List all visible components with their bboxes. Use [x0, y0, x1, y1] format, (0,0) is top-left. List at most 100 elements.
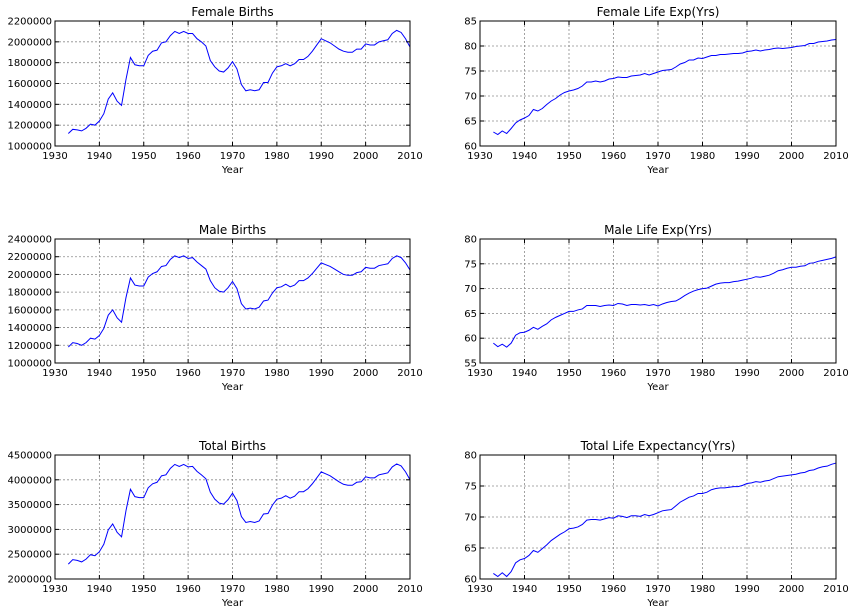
x-tick-label: 2010: [823, 151, 848, 162]
x-tick-label: 1960: [601, 584, 626, 595]
x-tick-label: 1990: [309, 584, 334, 595]
y-tick-label: 2200000: [7, 252, 52, 263]
series-line: [67, 463, 411, 565]
y-tick-label: 3500000: [7, 500, 52, 511]
y-tick-label: 85: [464, 17, 477, 28]
y-tick-label: 80: [464, 451, 477, 462]
x-axis-label: Year: [221, 165, 244, 176]
x-tick-label: 1980: [690, 368, 715, 379]
x-tick-label: 2000: [779, 368, 804, 379]
y-tick-label: 1200000: [7, 121, 52, 132]
y-tick-label: 1400000: [7, 100, 52, 111]
x-tick-label: 2010: [397, 151, 422, 162]
x-tick-label: 1930: [467, 368, 492, 379]
chart-title: Total Births: [198, 439, 266, 453]
y-tick-label: 2000000: [7, 270, 52, 281]
y-tick-label: 75: [464, 67, 477, 78]
x-tick-label: 1980: [264, 151, 289, 162]
x-tick-label: 1960: [175, 584, 200, 595]
series-line: [493, 462, 837, 578]
x-tick-label: 1940: [512, 368, 537, 379]
series-line: [493, 39, 837, 136]
x-tick-label: 1980: [264, 584, 289, 595]
y-tick-label: 65: [464, 117, 477, 128]
x-tick-label: 1970: [220, 151, 245, 162]
y-tick-label: 75: [464, 259, 477, 270]
x-tick-label: 1990: [734, 584, 759, 595]
x-tick-label: 1930: [467, 151, 492, 162]
y-tick-label: 1400000: [7, 323, 52, 334]
x-tick-label: 2010: [397, 368, 422, 379]
y-tick-label: 2200000: [7, 17, 52, 28]
x-tick-label: 2000: [353, 584, 378, 595]
subplot: 1930 1940 1950 1960 1970 1980 1990 2000 2010 2000…: [7, 439, 422, 609]
y-tick-label: 2000000: [7, 37, 52, 48]
y-tick-label: 2000000: [7, 575, 52, 586]
y-tick-label: 3000000: [7, 525, 52, 536]
chart-title: Female Life Exp(Yrs): [597, 5, 720, 19]
series-line: [67, 29, 411, 134]
x-tick-label: 1940: [512, 151, 537, 162]
y-tick-label: 70: [464, 92, 477, 103]
x-tick-label: 2000: [353, 151, 378, 162]
x-tick-label: 1990: [734, 368, 759, 379]
x-tick-label: 1940: [87, 368, 112, 379]
subplot: 1930 1940 1950 1960 1970 1980 1990 2000 2010 60 65…: [464, 439, 848, 609]
subplot: 1930 1940 1950 1960 1970 1980 1990 2000 2010 1000…: [7, 5, 422, 176]
chart-title: Male Life Exp(Yrs): [604, 223, 712, 237]
x-tick-label: 2000: [779, 151, 804, 162]
y-tick-label: 70: [464, 513, 477, 524]
x-tick-label: 1940: [87, 151, 112, 162]
x-tick-label: 1970: [220, 584, 245, 595]
x-tick-label: 1960: [175, 151, 200, 162]
x-tick-label: 1980: [264, 368, 289, 379]
y-tick-label: 1000000: [7, 142, 52, 153]
x-axis-label: Year: [646, 598, 669, 609]
x-tick-label: 2010: [397, 584, 422, 595]
x-tick-label: 1950: [556, 368, 581, 379]
x-tick-label: 1950: [556, 151, 581, 162]
x-tick-label: 1980: [690, 584, 715, 595]
subplot: 1930 1940 1950 1960 1970 1980 1990 2000 2010 60 65…: [464, 5, 848, 176]
x-tick-label: 1960: [175, 368, 200, 379]
y-tick-label: 1800000: [7, 58, 52, 69]
y-tick-label: 60: [464, 575, 477, 586]
subplot: 1930 1940 1950 1960 1970 1980 1990 2000 2010 55 60…: [464, 223, 848, 393]
y-tick-label: 60: [464, 334, 477, 345]
y-tick-label: 1000000: [7, 359, 52, 370]
y-tick-label: 1800000: [7, 288, 52, 299]
y-tick-label: 2400000: [7, 235, 52, 246]
y-tick-label: 80: [464, 235, 477, 246]
x-tick-label: 1970: [220, 368, 245, 379]
y-tick-label: 60: [464, 142, 477, 153]
x-tick-label: 1990: [309, 368, 334, 379]
x-tick-label: 1970: [645, 584, 670, 595]
chart-title: Female Births: [191, 5, 273, 19]
x-tick-label: 1990: [734, 151, 759, 162]
chart-title: Total Life Expectancy(Yrs): [580, 439, 736, 453]
x-tick-label: 1950: [131, 584, 156, 595]
x-tick-label: 1950: [556, 584, 581, 595]
x-tick-label: 1930: [42, 151, 67, 162]
x-axis-label: Year: [646, 382, 669, 393]
x-tick-label: 1960: [601, 151, 626, 162]
y-tick-label: 2500000: [7, 550, 52, 561]
x-axis-label: Year: [221, 598, 244, 609]
x-tick-label: 1930: [467, 584, 492, 595]
x-axis-label: Year: [221, 382, 244, 393]
y-tick-label: 4000000: [7, 475, 52, 486]
subplot: 1930 1940 1950 1960 1970 1980 1990 2000 2010 1000…: [7, 223, 422, 393]
x-tick-label: 2000: [779, 584, 804, 595]
x-tick-label: 1970: [645, 151, 670, 162]
series-line: [67, 255, 411, 348]
y-tick-label: 4500000: [7, 451, 52, 462]
y-tick-label: 1200000: [7, 341, 52, 352]
y-tick-label: 1600000: [7, 79, 52, 90]
plot-frame: [479, 20, 837, 147]
y-tick-label: 65: [464, 544, 477, 555]
x-tick-label: 1940: [512, 584, 537, 595]
x-tick-label: 1950: [131, 368, 156, 379]
y-tick-label: 75: [464, 482, 477, 493]
x-tick-label: 2000: [353, 368, 378, 379]
y-tick-label: 65: [464, 309, 477, 320]
